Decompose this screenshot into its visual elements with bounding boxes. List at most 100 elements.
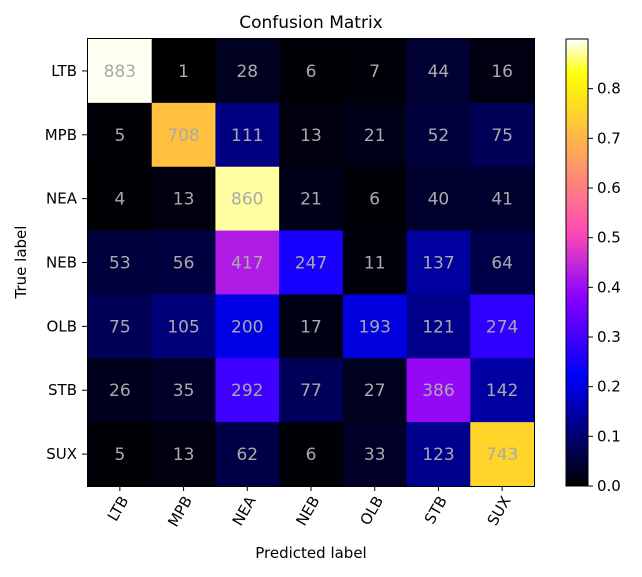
cell-value-label: 6 (369, 190, 380, 210)
heatmap-cell (88, 166, 153, 232)
cell-value-label: 41 (491, 190, 513, 210)
heatmap-cell (470, 294, 535, 359)
cell-value-label: 142 (486, 381, 518, 401)
cell-value-label: 11 (364, 254, 386, 274)
colorbar-tick-label: 0.8 (597, 80, 621, 98)
heatmap-cell (406, 102, 471, 168)
heatmap-cell (279, 102, 344, 168)
cell-value-label: 5 (114, 126, 125, 146)
heatmap-cell (342, 166, 408, 232)
cell-value-label: 708 (167, 126, 199, 146)
heatmap-cell (215, 102, 280, 168)
cell-value-label: 77 (300, 381, 322, 401)
heatmap-cell (406, 294, 471, 359)
cell-value-label: 21 (300, 190, 322, 210)
y-tick-label: MPB (45, 126, 77, 144)
heatmap-cell (151, 294, 217, 359)
x-tick-label: LTB (104, 493, 132, 524)
cell-value-label: 28 (236, 62, 258, 82)
heatmap-cell (88, 294, 153, 359)
cell-value-label: 16 (491, 62, 513, 82)
heatmap-cell (215, 358, 280, 423)
cell-value-label: 193 (358, 317, 390, 337)
cell-value-label: 52 (428, 126, 450, 146)
heatmap-cell (151, 39, 217, 104)
colorbar-ticks: 0.0 0.1 0.2 0.3 0.4 0.5 0.6 0.7 0.8 (588, 80, 621, 495)
heatmap-cell (215, 39, 280, 104)
heatmap-cell (151, 422, 217, 487)
heatmap-cell (279, 39, 344, 104)
heatmap-cell (215, 166, 280, 232)
cell-value-label: 13 (173, 445, 195, 465)
cell-value-label: 5 (114, 445, 125, 465)
heatmap-cell (470, 102, 535, 168)
y-tick-label: LTB (51, 62, 77, 80)
cell-value-label: 13 (173, 190, 195, 210)
x-tick-label: NEB (292, 493, 323, 529)
heatmap-cell (342, 39, 408, 104)
heatmap-cell (279, 422, 344, 487)
y-tick-label: NEB (46, 254, 77, 272)
cell-value-label: 417 (231, 254, 263, 274)
heatmap-cell (470, 358, 535, 423)
cell-value-label: 17 (300, 317, 322, 337)
y-tick-label: SUX (46, 445, 77, 463)
cell-value-label: 7 (369, 62, 380, 82)
cell-value-label: 26 (109, 381, 131, 401)
cell-value-label: 883 (104, 62, 136, 82)
y-axis-label: True label (12, 226, 30, 300)
cell-value-label: 44 (428, 62, 450, 82)
cell-value-label: 6 (306, 62, 317, 82)
cell-value-label: 56 (173, 254, 195, 274)
heatmap-cell (406, 166, 471, 232)
x-axis-ticks: LTB MPB NEA NEB OLB STB SUX (104, 486, 515, 530)
cell-value-label: 200 (231, 317, 263, 337)
colorbar-tick-label: 0.1 (597, 427, 621, 445)
heatmap-cell (215, 294, 280, 359)
heatmap-cell (151, 102, 217, 168)
x-axis-label: Predicted label (255, 544, 366, 562)
cell-value-label: 743 (486, 445, 518, 465)
heatmap-cell (470, 166, 535, 232)
heatmap-cell (151, 230, 217, 296)
cell-value-label: 62 (236, 445, 258, 465)
heatmap-cell (342, 102, 408, 168)
colorbar (565, 38, 589, 487)
heatmap-cell (279, 294, 344, 359)
chart-title: Confusion Matrix (239, 13, 383, 33)
heatmap-cell (406, 39, 471, 104)
cell-value-label: 1 (178, 62, 189, 82)
cell-value-label: 6 (306, 445, 317, 465)
cell-value-label: 860 (231, 190, 263, 210)
heatmap-cell (470, 230, 535, 296)
cell-value-label: 4 (114, 190, 125, 210)
cell-value-label: 75 (491, 126, 513, 146)
colorbar-tick-label: 0.7 (597, 129, 621, 147)
heatmap-cell (406, 230, 471, 296)
heatmap-cell (342, 230, 408, 296)
heatmap-cell (88, 39, 153, 104)
x-tick-label: SUX (484, 493, 515, 529)
cell-value-label: 386 (422, 381, 454, 401)
x-tick-label: MPB (164, 493, 196, 530)
cell-value-label: 292 (231, 381, 263, 401)
cell-value-label: 33 (364, 445, 386, 465)
cell-value-label: 121 (422, 317, 454, 337)
y-tick-label: NEA (46, 190, 78, 208)
heatmap-cells: 883 1 28 6 7 44 16 5 708 111 13 21 52 75 4 13 860 21 6 40 41… (88, 39, 535, 487)
heatmap-cell (151, 358, 217, 423)
cell-value-label: 13 (300, 126, 322, 146)
cell-value-label: 35 (173, 381, 195, 401)
cell-value-label: 40 (428, 190, 450, 210)
heatmap-cell (215, 422, 280, 487)
heatmap-cell (406, 422, 471, 487)
heatmap-cell (279, 230, 344, 296)
cell-value-label: 105 (167, 317, 199, 337)
heatmap-cell (342, 294, 408, 359)
heatmap-cell (215, 230, 280, 296)
heatmap-cell (88, 230, 153, 296)
colorbar-tick-label: 0.6 (597, 179, 621, 197)
colorbar-tick-label: 0.5 (597, 229, 621, 247)
x-tick-label: NEA (229, 492, 260, 528)
cell-value-label: 274 (486, 317, 518, 337)
